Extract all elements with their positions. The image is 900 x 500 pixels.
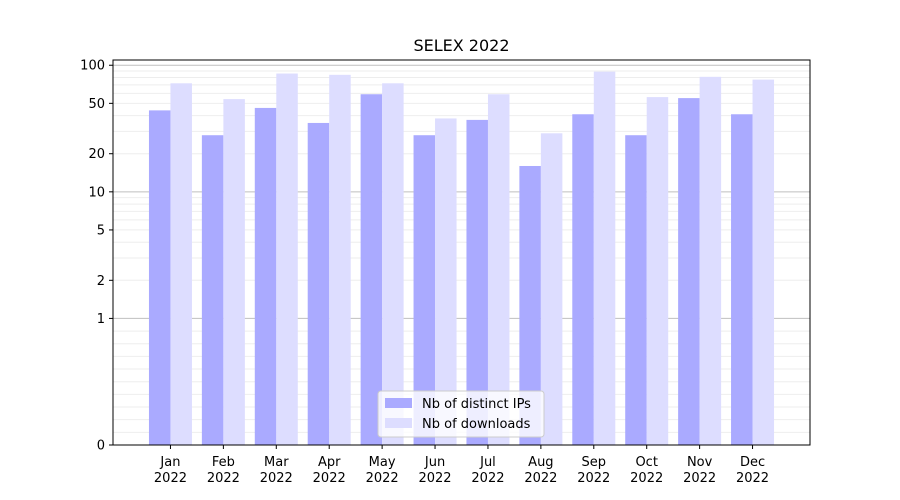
x-tick-label-month: Nov — [687, 455, 713, 470]
bar-distinct-ips — [413, 135, 436, 445]
bar-downloads — [276, 73, 298, 445]
legend-swatch — [385, 418, 412, 428]
y-tick-label: 50 — [88, 97, 105, 112]
x-tick-label-year: 2022 — [683, 471, 716, 486]
bar-distinct-ips — [254, 107, 277, 446]
y-tick-label: 0 — [97, 439, 105, 454]
bar-downloads — [593, 71, 616, 446]
bar-distinct-ips — [519, 165, 541, 446]
legend-label: Nb of downloads — [422, 417, 531, 432]
bar-downloads — [382, 83, 404, 445]
x-tick-label-year: 2022 — [366, 471, 399, 486]
x-tick-label-year: 2022 — [260, 471, 293, 486]
x-axis: Jan2022Feb2022Mar2022Apr2022May2022Jun20… — [154, 445, 769, 486]
x-tick-label-month: Dec — [740, 455, 765, 470]
bar-distinct-ips — [572, 114, 594, 445]
x-tick-label-year: 2022 — [577, 471, 610, 486]
x-tick-label-month: Sep — [582, 455, 607, 470]
x-tick-label-year: 2022 — [207, 471, 240, 486]
x-tick-label-year: 2022 — [736, 471, 769, 486]
bar-distinct-ips — [307, 122, 330, 445]
x-tick-label-month: Apr — [318, 455, 341, 470]
x-tick-label-year: 2022 — [154, 471, 187, 486]
x-tick-label-month: May — [369, 455, 396, 470]
y-tick-label: 100 — [80, 59, 105, 74]
bar-downloads — [170, 83, 192, 445]
legend-swatch — [385, 398, 412, 408]
bar-distinct-ips — [731, 114, 753, 445]
bar-distinct-ips — [625, 135, 647, 445]
x-tick-label-month: Oct — [635, 455, 657, 470]
chart-title: SELEX 2022 — [413, 36, 509, 55]
x-tick-label-year: 2022 — [313, 471, 346, 486]
bar-distinct-ips — [201, 135, 224, 445]
bar-downloads — [223, 99, 245, 445]
bar-downloads — [435, 118, 457, 445]
y-tick-label: 20 — [88, 147, 105, 162]
y-axis: 0 1 2 5 10 20 50 100 — [80, 59, 113, 454]
bar-downloads — [646, 97, 669, 446]
x-tick-label-month: Jan — [159, 455, 180, 470]
y-tick-label: 10 — [88, 185, 105, 200]
y-tick-label: 5 — [97, 223, 105, 238]
bar-downloads — [487, 94, 510, 446]
bar-downloads — [752, 79, 775, 446]
bar-distinct-ips — [678, 98, 700, 445]
x-tick-label-year: 2022 — [471, 471, 504, 486]
x-tick-label-month: Jul — [479, 455, 496, 470]
bar-distinct-ips — [360, 94, 383, 446]
x-tick-label-year: 2022 — [418, 471, 451, 486]
legend-label: Nb of distinct IPs — [422, 397, 531, 412]
bar-distinct-ips — [148, 110, 171, 445]
x-tick-label-month: Aug — [528, 455, 553, 470]
x-tick-label-year: 2022 — [524, 471, 557, 486]
x-tick-label-month: Feb — [212, 455, 235, 470]
legend: Nb of distinct IPs Nb of downloads — [377, 390, 545, 438]
x-tick-label-year: 2022 — [630, 471, 663, 486]
bars — [148, 71, 775, 446]
bar-downloads — [540, 133, 563, 445]
y-tick-label: 1 — [97, 312, 105, 327]
bar-downloads — [329, 74, 351, 445]
legend-box — [377, 390, 545, 438]
plot-area-frame — [112, 59, 811, 446]
bar-downloads — [699, 76, 722, 446]
x-tick-label-month: Jun — [424, 455, 445, 470]
y-tick-label: 2 — [97, 274, 105, 289]
x-tick-label-month: Mar — [264, 455, 289, 470]
bar-distinct-ips — [466, 119, 488, 445]
